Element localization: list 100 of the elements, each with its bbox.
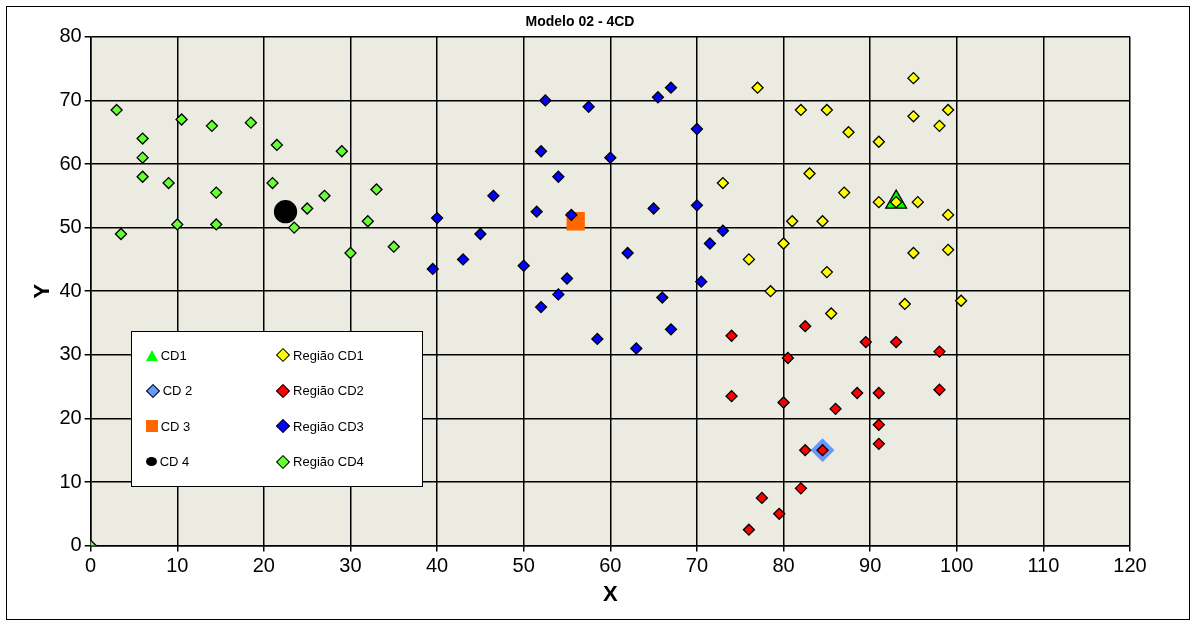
- point: [911, 196, 924, 209]
- point: [162, 176, 175, 190]
- point: [781, 351, 795, 365]
- point: [136, 132, 149, 145]
- x-tick-label: 110: [1027, 554, 1060, 577]
- point: [690, 122, 704, 136]
- point: [872, 196, 885, 209]
- point: [647, 202, 660, 215]
- point: [799, 444, 812, 457]
- y-tick-label: 80: [59, 24, 82, 47]
- y-tick-label: 10: [59, 469, 82, 492]
- point: [742, 523, 756, 536]
- point: [799, 320, 812, 333]
- point: [651, 91, 665, 104]
- x-tick-label: 80: [772, 554, 795, 577]
- point: [361, 215, 374, 228]
- point: [387, 240, 400, 253]
- point: [829, 402, 842, 416]
- point: [764, 285, 777, 298]
- point: [136, 170, 149, 183]
- point: [552, 170, 565, 183]
- point: [933, 383, 946, 396]
- point: [136, 151, 149, 164]
- point: [890, 335, 903, 349]
- point: [859, 335, 872, 349]
- point: [755, 491, 769, 505]
- legend-label: CD 4: [159, 454, 190, 470]
- y-tick-label: 50: [59, 215, 82, 238]
- point: [872, 437, 885, 450]
- point: [210, 186, 223, 199]
- point: [872, 386, 885, 400]
- point: [582, 100, 595, 113]
- y-tick-label: 30: [59, 342, 82, 365]
- y-tick-label: 20: [59, 405, 82, 428]
- point: [933, 345, 946, 358]
- point: [777, 396, 790, 409]
- point: [851, 386, 864, 400]
- y-tick-label: 40: [59, 278, 82, 301]
- point: [301, 202, 314, 215]
- point: [114, 227, 128, 241]
- point: [534, 300, 548, 314]
- point: [487, 189, 500, 202]
- x-tick-label: 50: [512, 554, 535, 577]
- y-tick-label: 60: [59, 151, 82, 174]
- legend-label: Região CD2: [293, 383, 364, 399]
- point: [872, 135, 885, 148]
- point: [266, 176, 279, 190]
- legend-label: Região CD1: [293, 347, 364, 363]
- point: [941, 208, 955, 222]
- x-tick-label: 120: [1113, 554, 1147, 577]
- x-tick-label: 0: [85, 554, 97, 577]
- x-axis-title: X: [602, 580, 618, 606]
- point: [933, 119, 946, 132]
- point: [954, 294, 968, 307]
- point: [456, 253, 470, 266]
- point: [703, 237, 717, 250]
- point: [604, 151, 617, 164]
- point: [273, 200, 298, 224]
- point: [898, 297, 911, 311]
- legend-label: CD1: [160, 347, 187, 363]
- legend-label: Região CD4: [293, 454, 364, 470]
- y-tick-label: 0: [70, 533, 82, 556]
- point: [426, 262, 439, 276]
- legend-label: Região CD3: [293, 418, 364, 434]
- point: [725, 329, 738, 342]
- point: [539, 94, 552, 107]
- x-tick-label: 30: [339, 554, 362, 577]
- point: [318, 189, 331, 202]
- point: [430, 211, 444, 225]
- legend-label: CD 2: [162, 383, 193, 399]
- point: [820, 103, 834, 117]
- x-tick-label: 60: [599, 554, 622, 577]
- point: [773, 507, 786, 520]
- point: [110, 103, 123, 117]
- point: [816, 215, 829, 228]
- legend-label: CD 3: [160, 418, 191, 434]
- point: [842, 126, 855, 139]
- point: [370, 183, 383, 196]
- chart-title: Modelo 02 - 4CD: [525, 13, 635, 30]
- point: [530, 205, 543, 218]
- point: [803, 167, 816, 180]
- point: [534, 145, 548, 158]
- point: [210, 218, 223, 231]
- point: [716, 224, 730, 237]
- x-tick-label: 70: [685, 554, 709, 577]
- point: [335, 145, 348, 158]
- y-axis-title: Y: [29, 283, 55, 299]
- point: [695, 275, 708, 288]
- point: [907, 246, 920, 260]
- point: [630, 342, 643, 355]
- point: [794, 103, 808, 117]
- point: [907, 110, 920, 123]
- x-tick-label: 20: [252, 554, 275, 577]
- x-tick-label: 40: [425, 554, 449, 577]
- point: [270, 138, 284, 152]
- point: [941, 103, 955, 117]
- point: [941, 243, 955, 257]
- point: [621, 246, 634, 260]
- x-tick-label: 100: [940, 554, 974, 577]
- point: [591, 332, 604, 346]
